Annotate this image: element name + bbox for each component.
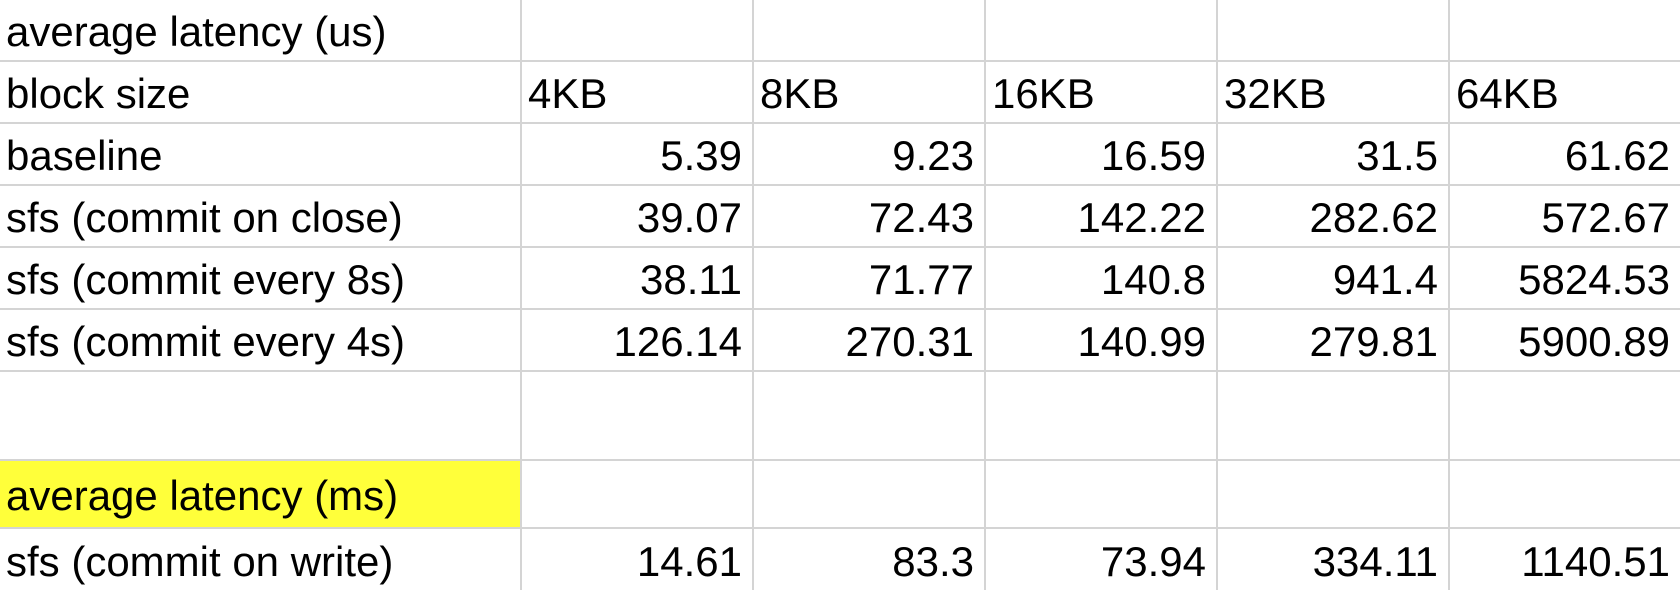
cell-4kb[interactable] (522, 0, 754, 62)
cell-64kb[interactable]: 64KB (1450, 62, 1680, 124)
cell-16kb[interactable]: 140.8 (986, 248, 1218, 310)
cell-32kb[interactable]: 31.5 (1218, 124, 1450, 186)
cell-8kb[interactable]: 270.31 (754, 310, 986, 372)
cell-8kb[interactable] (754, 372, 986, 461)
cell-8kb[interactable]: 72.43 (754, 186, 986, 248)
cell-16kb[interactable] (986, 372, 1218, 461)
sheet-row-block-size: block size 4KB 8KB 16KB 32KB 64KB (0, 62, 1680, 124)
cell-64kb[interactable]: 5824.53 (1450, 248, 1680, 310)
cell-64kb[interactable]: 61.62 (1450, 124, 1680, 186)
cell-4kb[interactable] (522, 372, 754, 461)
cell-32kb[interactable]: 941.4 (1218, 248, 1450, 310)
cell-4kb[interactable]: 4KB (522, 62, 754, 124)
cell-label[interactable]: sfs (commit on close) (0, 186, 522, 248)
cell-8kb[interactable] (754, 0, 986, 62)
cell-label-highlighted[interactable]: average latency (ms) (0, 461, 522, 529)
cell-label[interactable]: sfs (commit every 8s) (0, 248, 522, 310)
cell-label[interactable]: block size (0, 62, 522, 124)
cell-32kb[interactable]: 279.81 (1218, 310, 1450, 372)
cell-32kb[interactable] (1218, 372, 1450, 461)
cell-64kb[interactable]: 5900.89 (1450, 310, 1680, 372)
cell-16kb[interactable] (986, 0, 1218, 62)
cell-32kb[interactable]: 32KB (1218, 62, 1450, 124)
sheet-row-commit-every-4s: sfs (commit every 4s) 126.14 270.31 140.… (0, 310, 1680, 372)
cell-64kb[interactable]: 572.67 (1450, 186, 1680, 248)
cell-4kb[interactable]: 38.11 (522, 248, 754, 310)
sheet-row-commit-on-close: sfs (commit on close) 39.07 72.43 142.22… (0, 186, 1680, 248)
cell-8kb[interactable] (754, 461, 986, 529)
cell-4kb[interactable] (522, 461, 754, 529)
cell-label[interactable]: sfs (commit on write) (0, 529, 522, 590)
cell-4kb[interactable]: 39.07 (522, 186, 754, 248)
cell-label[interactable]: baseline (0, 124, 522, 186)
cell-8kb[interactable]: 9.23 (754, 124, 986, 186)
sheet-row-commit-every-8s: sfs (commit every 8s) 38.11 71.77 140.8 … (0, 248, 1680, 310)
cell-label[interactable]: average latency (us) (0, 0, 522, 62)
sheet-row-title-ms: average latency (ms) (0, 461, 1680, 529)
cell-label[interactable]: sfs (commit every 4s) (0, 310, 522, 372)
cell-8kb[interactable]: 71.77 (754, 248, 986, 310)
cell-32kb[interactable]: 282.62 (1218, 186, 1450, 248)
cell-64kb[interactable] (1450, 372, 1680, 461)
sheet-row-baseline: baseline 5.39 9.23 16.59 31.5 61.62 (0, 124, 1680, 186)
cell-16kb[interactable]: 16KB (986, 62, 1218, 124)
cell-4kb[interactable]: 5.39 (522, 124, 754, 186)
sheet-row-commit-on-write: sfs (commit on write) 14.61 83.3 73.94 3… (0, 529, 1680, 590)
cell-64kb[interactable]: 1140.51 (1521, 537, 1670, 585)
sheet-row-empty (0, 372, 1680, 461)
cell-32kb[interactable] (1218, 0, 1450, 62)
cell-16kb[interactable]: 73.94 (986, 529, 1218, 590)
cell-64kb[interactable] (1450, 0, 1680, 62)
cell-8kb[interactable]: 83.3 (754, 529, 986, 590)
cell-16kb[interactable] (986, 461, 1218, 529)
cell-16kb[interactable]: 140.99 (986, 310, 1218, 372)
cell-32kb[interactable]: 334.11 (1218, 529, 1450, 590)
cell-8kb[interactable]: 8KB (754, 62, 986, 124)
cell-4kb[interactable]: 14.61 (522, 529, 754, 590)
cell-64kb[interactable] (1450, 461, 1680, 529)
cell-4kb[interactable]: 126.14 (522, 310, 754, 372)
cell-32kb[interactable] (1218, 461, 1450, 529)
cell-label[interactable] (0, 372, 522, 461)
cell-16kb[interactable]: 142.22 (986, 186, 1218, 248)
cell-16kb[interactable]: 16.59 (986, 124, 1218, 186)
sheet-row-title-us: average latency (us) (0, 0, 1680, 62)
